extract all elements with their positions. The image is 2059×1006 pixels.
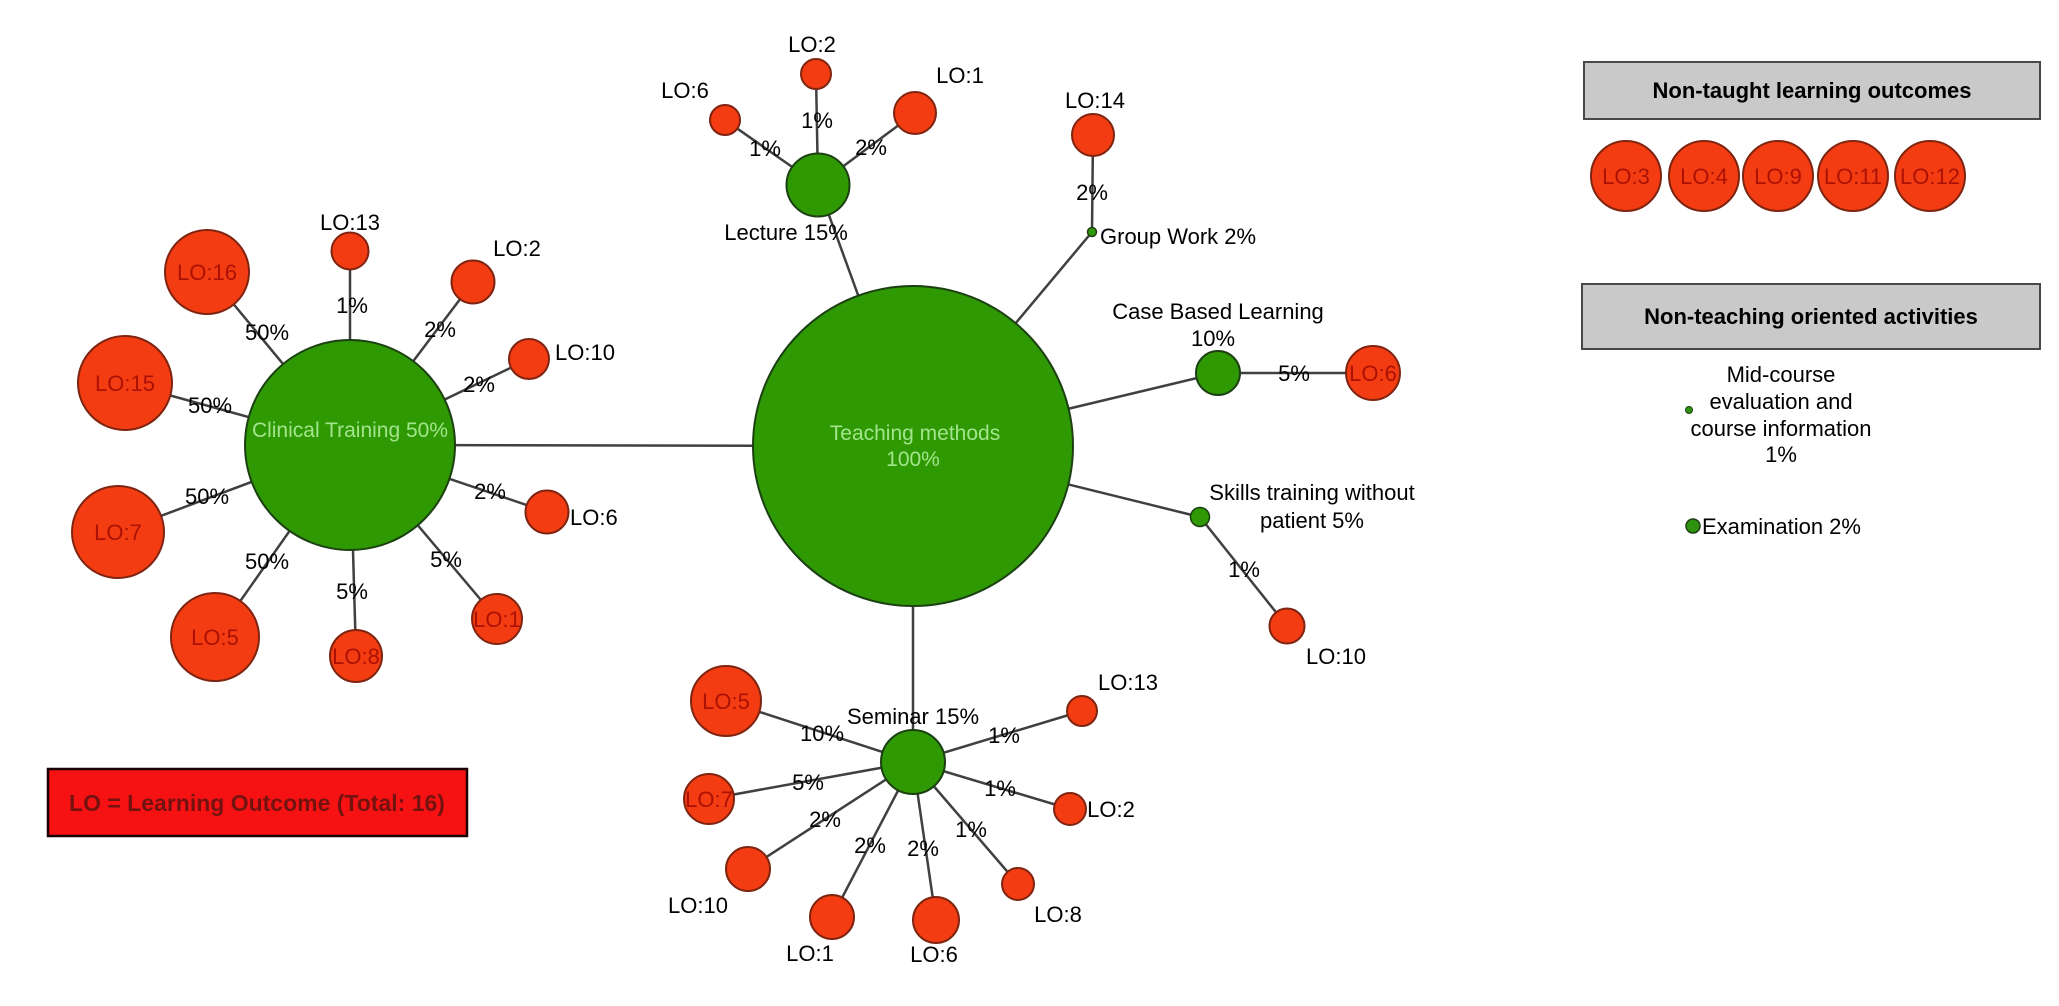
svg-text:Case Based Learning: Case Based Learning (1112, 299, 1324, 324)
svg-text:LO:5: LO:5 (191, 625, 239, 650)
svg-text:2%: 2% (424, 317, 456, 342)
svg-text:1%: 1% (801, 108, 833, 133)
svg-text:2%: 2% (855, 135, 887, 160)
svg-text:1%: 1% (1765, 442, 1797, 467)
svg-text:LO:10: LO:10 (1306, 644, 1366, 669)
svg-text:LO:16: LO:16 (177, 260, 237, 285)
svg-text:LO:12: LO:12 (1900, 164, 1960, 189)
svg-text:LO:14: LO:14 (1065, 88, 1125, 113)
svg-text:5%: 5% (1278, 361, 1310, 386)
svg-text:Non-taught learning outcomes: Non-taught learning outcomes (1653, 78, 1972, 103)
svg-text:LO:2: LO:2 (1087, 797, 1135, 822)
svg-text:Non-teaching oriented activiti: Non-teaching oriented activities (1644, 304, 1978, 329)
svg-text:2%: 2% (463, 372, 495, 397)
svg-text:LO:8: LO:8 (332, 644, 380, 669)
svg-text:LO:9: LO:9 (1754, 164, 1802, 189)
svg-text:Teaching methods: Teaching methods (830, 422, 1000, 445)
svg-text:2%: 2% (474, 479, 506, 504)
svg-text:LO:2: LO:2 (493, 236, 541, 261)
svg-text:Lecture 15%: Lecture 15% (724, 220, 848, 245)
svg-text:2%: 2% (1076, 180, 1108, 205)
svg-text:LO:11: LO:11 (1824, 164, 1882, 189)
svg-text:5%: 5% (336, 579, 368, 604)
svg-text:LO = Learning Outcome (Total:: LO = Learning Outcome (Total: 16) (69, 790, 445, 816)
svg-text:Group Work 2%: Group Work 2% (1100, 224, 1256, 249)
svg-text:50%: 50% (188, 393, 232, 418)
svg-text:Mid-course: Mid-course (1727, 362, 1836, 387)
svg-text:50%: 50% (185, 484, 229, 509)
svg-text:Seminar 15%: Seminar 15% (847, 704, 979, 729)
svg-text:LO:5: LO:5 (702, 689, 750, 714)
svg-text:LO:6: LO:6 (570, 505, 618, 530)
svg-text:100%: 100% (886, 448, 940, 471)
svg-text:Clinical Training 50%: Clinical Training 50% (252, 419, 448, 442)
svg-text:LO:8: LO:8 (1034, 902, 1082, 927)
svg-text:1%: 1% (1228, 557, 1260, 582)
svg-text:5%: 5% (430, 547, 462, 572)
svg-text:2%: 2% (854, 833, 886, 858)
svg-text:course information: course information (1691, 416, 1872, 441)
svg-text:1%: 1% (984, 776, 1016, 801)
svg-text:Examination 2%: Examination 2% (1702, 514, 1861, 539)
svg-text:LO:7: LO:7 (94, 520, 142, 545)
svg-text:patient 5%: patient 5% (1260, 508, 1364, 533)
svg-text:LO:13: LO:13 (1098, 670, 1158, 695)
svg-text:LO:2: LO:2 (788, 32, 836, 57)
svg-text:2%: 2% (809, 807, 841, 832)
svg-text:LO:6: LO:6 (910, 942, 958, 967)
svg-text:LO:1: LO:1 (936, 63, 984, 88)
svg-text:5%: 5% (792, 770, 824, 795)
svg-text:LO:1: LO:1 (473, 607, 521, 632)
svg-text:1%: 1% (336, 293, 368, 318)
svg-text:LO:6: LO:6 (661, 78, 709, 103)
svg-text:LO:13: LO:13 (320, 210, 380, 235)
svg-text:LO:1: LO:1 (786, 941, 834, 966)
svg-text:LO:7: LO:7 (685, 787, 733, 812)
svg-text:LO:15: LO:15 (95, 371, 155, 396)
svg-text:10%: 10% (800, 721, 844, 746)
svg-text:LO:10: LO:10 (668, 893, 728, 918)
svg-text:Skills training without: Skills training without (1209, 480, 1414, 505)
svg-text:1%: 1% (749, 136, 781, 161)
svg-text:50%: 50% (245, 320, 289, 345)
svg-text:50%: 50% (245, 549, 289, 574)
svg-text:1%: 1% (955, 817, 987, 842)
svg-text:2%: 2% (907, 836, 939, 861)
svg-text:LO:6: LO:6 (1349, 361, 1397, 386)
svg-text:evaluation and: evaluation and (1709, 389, 1852, 414)
svg-text:LO:10: LO:10 (555, 340, 615, 365)
svg-text:10%: 10% (1191, 326, 1235, 351)
svg-text:LO:3: LO:3 (1602, 164, 1650, 189)
svg-text:LO:4: LO:4 (1680, 164, 1728, 189)
svg-text:1%: 1% (988, 723, 1020, 748)
